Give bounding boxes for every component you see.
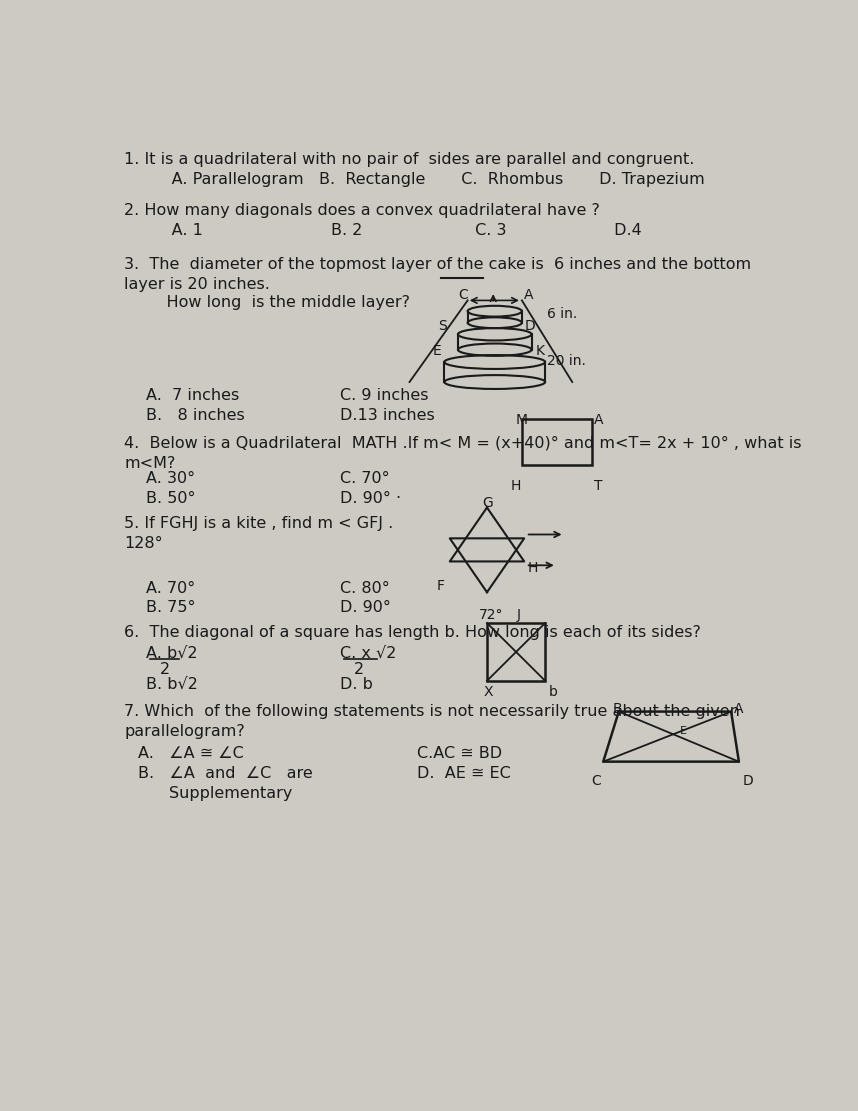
Text: M: M xyxy=(516,413,528,427)
Text: B.   ∠A  and  ∠C   are: B. ∠A and ∠C are xyxy=(138,767,313,781)
Text: parallelogram?: parallelogram? xyxy=(124,724,245,739)
Text: D.  AE ≅ EC: D. AE ≅ EC xyxy=(417,767,511,781)
Text: How long  is the middle layer?: How long is the middle layer? xyxy=(146,296,410,310)
Text: T: T xyxy=(594,479,602,493)
Text: S: S xyxy=(438,319,447,333)
Text: A.   ∠A ≅ ∠C: A. ∠A ≅ ∠C xyxy=(138,747,244,761)
Text: C: C xyxy=(458,288,468,302)
Text: A.  7 inches: A. 7 inches xyxy=(146,388,239,403)
Bar xyxy=(522,419,592,466)
Text: J: J xyxy=(517,608,521,622)
Text: 72°: 72° xyxy=(480,608,504,622)
Text: 6 in.: 6 in. xyxy=(547,308,577,321)
Text: A: A xyxy=(734,702,744,717)
Text: A. b√2: A. b√2 xyxy=(146,647,197,661)
Text: B. b√2: B. b√2 xyxy=(146,677,198,692)
Text: 4.  Below is a Quadrilateral  MATH .If m< M = (x+40)° and m<T= 2x + 10° , what i: 4. Below is a Quadrilateral MATH .If m< … xyxy=(124,436,801,451)
Text: E: E xyxy=(680,725,687,735)
Text: D. b: D. b xyxy=(340,677,372,692)
Text: B.   8 inches: B. 8 inches xyxy=(146,408,245,423)
Text: B. 50°: B. 50° xyxy=(146,491,196,506)
Text: A. 70°: A. 70° xyxy=(146,581,196,595)
Text: D: D xyxy=(525,319,535,333)
Text: D: D xyxy=(743,774,753,788)
Text: X: X xyxy=(484,685,493,700)
Text: C: C xyxy=(591,774,601,788)
Text: C. 70°: C. 70° xyxy=(340,471,390,487)
Text: 6.  The diagonal of a square has length b. How long is each of its sides?: 6. The diagonal of a square has length b… xyxy=(124,625,701,640)
Text: A. 1                         B. 2                      C. 3                     : A. 1 B. 2 C. 3 xyxy=(146,222,642,238)
Text: A: A xyxy=(594,413,603,427)
Text: Supplementary: Supplementary xyxy=(169,787,293,801)
Text: A. 30°: A. 30° xyxy=(146,471,195,487)
Text: 7. Which  of the following statements is not necessarily true about the given: 7. Which of the following statements is … xyxy=(124,704,740,719)
Text: 20 in.: 20 in. xyxy=(547,353,586,368)
Text: C. x √2: C. x √2 xyxy=(340,647,396,661)
Text: C.AC ≅ BD: C.AC ≅ BD xyxy=(417,747,503,761)
Text: b: b xyxy=(549,685,558,700)
Text: 5. If FGHJ is a kite , find m < GFJ .: 5. If FGHJ is a kite , find m < GFJ . xyxy=(124,516,394,531)
Text: 2: 2 xyxy=(160,661,170,677)
Text: A: A xyxy=(524,288,534,302)
Text: A. Parallelogram   B.  Rectangle       C.  Rhombus       D. Trapezium: A. Parallelogram B. Rectangle C. Rhombus… xyxy=(146,172,704,187)
Text: H: H xyxy=(528,561,538,574)
Text: m<M?: m<M? xyxy=(124,456,176,471)
Bar xyxy=(487,623,545,681)
Text: K: K xyxy=(536,343,545,358)
Text: G: G xyxy=(482,496,493,510)
Text: C. 9 inches: C. 9 inches xyxy=(340,388,428,403)
Text: layer is 20 inches.: layer is 20 inches. xyxy=(124,277,270,291)
Text: D.13 inches: D.13 inches xyxy=(340,408,434,423)
Text: D. 90°: D. 90° xyxy=(340,600,390,615)
Text: C. 80°: C. 80° xyxy=(340,581,390,595)
Text: B: B xyxy=(613,702,622,717)
Text: D. 90° ·: D. 90° · xyxy=(340,491,401,506)
Text: 3.  The  diameter of the topmost layer of the cake is  6 inches and the bottom: 3. The diameter of the topmost layer of … xyxy=(124,257,752,271)
Text: F: F xyxy=(437,579,444,593)
Text: 1. It is a quadrilateral with no pair of  sides are parallel and congruent.: 1. It is a quadrilateral with no pair of… xyxy=(124,152,695,167)
Text: 2. How many diagonals does a convex quadrilateral have ?: 2. How many diagonals does a convex quad… xyxy=(124,202,601,218)
Text: H: H xyxy=(511,479,522,493)
Text: B. 75°: B. 75° xyxy=(146,600,196,615)
Text: 2: 2 xyxy=(353,661,364,677)
Text: 128°: 128° xyxy=(124,536,163,551)
Text: E: E xyxy=(432,343,442,358)
